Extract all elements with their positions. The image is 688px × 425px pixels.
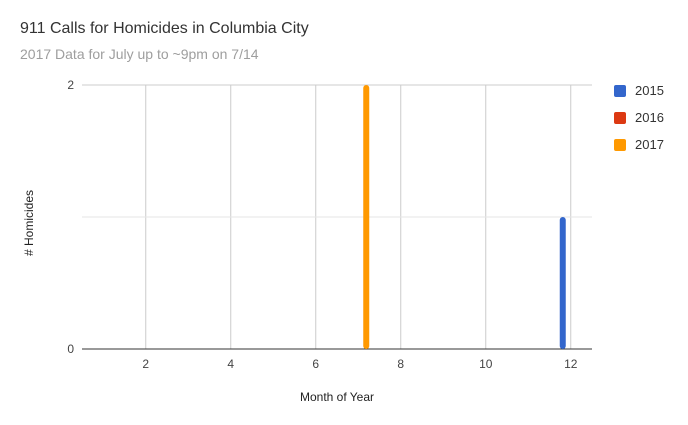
- legend-label: 2016: [635, 110, 664, 125]
- legend-label: 2017: [635, 137, 664, 152]
- legend-swatch: [614, 112, 626, 124]
- y-tick-label: 2: [67, 78, 74, 92]
- legend-swatch: [614, 139, 626, 151]
- legend-item-2015[interactable]: 2015: [614, 77, 664, 104]
- bar-2015-month-12: [560, 217, 566, 349]
- legend-swatch: [614, 85, 626, 97]
- y-tick-label: 0: [67, 342, 74, 356]
- x-axis-title: Month of Year: [300, 390, 374, 404]
- bar-2017-month-7: [363, 85, 369, 349]
- x-tick-label: 12: [564, 357, 578, 371]
- legend-item-2017[interactable]: 2017: [614, 131, 664, 158]
- x-tick-label: 4: [227, 357, 234, 371]
- x-tick-label: 10: [479, 357, 493, 371]
- x-tick-label: 2: [142, 357, 149, 371]
- x-tick-label: 6: [312, 357, 319, 371]
- legend: 2015 2016 2017: [614, 77, 664, 158]
- x-tick-label: 8: [397, 357, 404, 371]
- legend-label: 2015: [635, 83, 664, 98]
- y-axis-title: # Homicides: [22, 190, 36, 256]
- legend-item-2016[interactable]: 2016: [614, 104, 664, 131]
